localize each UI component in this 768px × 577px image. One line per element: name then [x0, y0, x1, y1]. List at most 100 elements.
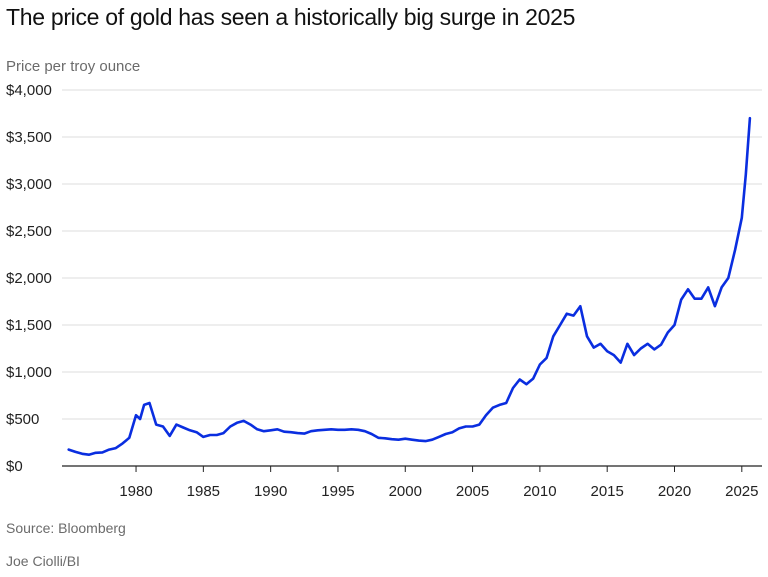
data-point-1998.5: [384, 437, 386, 439]
data-point-2014.5: [599, 343, 602, 345]
data-point-1982: [162, 425, 164, 428]
x-tick-label-2025: 2025: [725, 483, 758, 500]
data-point-1980.3: [139, 418, 141, 420]
data-point-2003.5: [451, 431, 453, 433]
chart-title: The price of gold has seen a historicall…: [6, 4, 576, 30]
data-point-1980.6: [143, 404, 145, 406]
x-tick-label-2005: 2005: [456, 483, 489, 500]
data-point-1988.5: [249, 424, 252, 426]
data-point-2010.5: [546, 357, 548, 359]
data-point-1996: [350, 428, 352, 430]
data-point-1978: [108, 449, 110, 451]
y-tick-label-3000: $3,000: [6, 176, 52, 193]
source-note: Source: Bloomberg: [6, 520, 126, 536]
data-point-2014: [593, 347, 595, 349]
data-point-1994: [323, 429, 326, 431]
data-point-2020: [673, 324, 676, 326]
data-point-1986.5: [222, 432, 225, 434]
data-point-2000.5: [411, 439, 413, 441]
data-point-2001.5: [424, 440, 427, 442]
data-point-2025: [741, 217, 743, 219]
data-point-1986: [216, 434, 218, 436]
data-point-1993.5: [317, 429, 319, 431]
data-point-1981.5: [155, 424, 157, 426]
data-point-2023.5: [721, 286, 723, 288]
data-point-2008: [512, 387, 514, 389]
data-point-1987: [229, 425, 231, 428]
data-point-1988: [243, 420, 245, 422]
data-point-1989: [256, 428, 258, 430]
data-point-1975.5: [74, 451, 77, 453]
y-tick-label-2000: $2,000: [6, 270, 52, 287]
data-point-2010: [539, 363, 541, 366]
series-layer: [67, 116, 752, 457]
y-axis-label: Price per troy ounce: [6, 58, 141, 75]
data-point-2015.5: [613, 354, 615, 356]
data-point-2002.5: [438, 436, 440, 438]
data-point-2002: [431, 439, 433, 441]
grid-lines: [62, 89, 762, 467]
y-tick-label-1000: $1,000: [6, 364, 52, 381]
y-tick-label-2500: $2,500: [6, 223, 52, 240]
data-point-1976: [81, 453, 83, 455]
data-point-2025.6: [749, 117, 751, 119]
data-point-1976.5: [88, 454, 90, 456]
x-tick-label-1985: 1985: [187, 483, 220, 500]
data-point-2020.5: [680, 299, 682, 301]
x-tick-label-1990: 1990: [254, 483, 287, 500]
data-point-1980: [135, 414, 137, 416]
data-point-2016.5: [626, 343, 629, 345]
data-point-1992: [297, 432, 299, 434]
data-point-2018: [647, 343, 649, 345]
data-point-1991: [283, 431, 285, 433]
data-point-2019.5: [667, 331, 669, 334]
data-point-2016: [620, 362, 622, 364]
data-point-1979.5: [128, 437, 130, 439]
data-point-2008.5: [519, 378, 521, 381]
data-point-2011: [552, 335, 554, 337]
data-point-2009: [525, 383, 528, 385]
data-point-2021: [687, 288, 689, 290]
data-point-1993: [310, 430, 312, 432]
data-point-2009.5: [532, 378, 534, 380]
data-point-1991.5: [290, 431, 292, 433]
data-point-1999: [391, 438, 393, 440]
credit-note: Joe Ciolli/BI: [6, 553, 80, 569]
data-point-2001: [418, 440, 420, 442]
data-point-2017.5: [640, 347, 642, 350]
data-point-2003: [445, 433, 447, 435]
data-point-2024.5: [734, 249, 736, 251]
data-point-2022.5: [707, 286, 709, 288]
data-point-1984.5: [196, 431, 198, 433]
data-point-1985: [202, 436, 204, 438]
y-tick-label-3500: $3,500: [6, 129, 52, 146]
y-tick-label-4000: $4,000: [6, 82, 52, 99]
data-point-1997: [364, 430, 366, 432]
data-point-1977: [95, 452, 97, 454]
data-point-2017: [633, 354, 635, 356]
data-point-2013: [579, 305, 581, 307]
y-tick-label-0: $0: [6, 458, 23, 475]
data-point-1990.5: [276, 428, 278, 430]
data-point-1975: [68, 449, 70, 451]
data-point-1985.5: [209, 434, 211, 436]
data-point-2023: [714, 305, 716, 307]
data-point-1997.5: [371, 433, 373, 435]
data-point-1977.5: [101, 451, 103, 453]
data-point-2012.5: [572, 315, 575, 317]
x-tick-label-2010: 2010: [523, 483, 556, 500]
data-point-1996.5: [357, 429, 359, 431]
data-point-2021.5: [694, 298, 696, 300]
x-tick-labels: 1980 1985 1990 1995 2000 2005 2010 2015 2020 2025: [119, 466, 758, 500]
data-point-1979: [122, 442, 124, 444]
data-point-1998: [377, 437, 379, 439]
data-point-1999.5: [397, 439, 400, 441]
y-tick-labels: $0 $500 $1,000 $1,500 $2,000 $2,500 $3,000 $3,5…: [6, 82, 52, 475]
data-point-2024: [727, 277, 729, 279]
data-point-2006: [485, 414, 487, 416]
y-tick-label-500: $500: [6, 411, 39, 428]
data-point-1987.5: [236, 422, 238, 424]
x-tick-label-1995: 1995: [321, 483, 354, 500]
data-point-2019: [660, 344, 662, 346]
data-point-2004.5: [465, 425, 467, 428]
